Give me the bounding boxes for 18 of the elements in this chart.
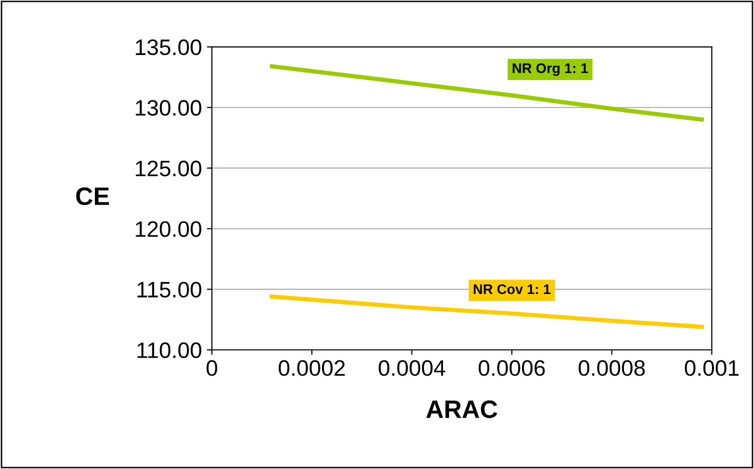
x-tick-label: 0 (206, 360, 218, 376)
y-tick-label: 120.00 (136, 221, 202, 237)
line-series (270, 294, 704, 329)
y-axis-title: CE (76, 187, 109, 206)
x-tick-label: 0.0006 (478, 360, 545, 376)
x-tick-label: 0.001 (684, 360, 738, 376)
y-tick-label: 130.00 (136, 100, 202, 116)
x-tick-label: 0.0008 (578, 360, 645, 376)
line-series (270, 64, 704, 122)
y-tick-label: 135.00 (136, 39, 202, 56)
y-tick-label: 115.00 (138, 282, 202, 298)
series-label: NR Cov 1: 1 (474, 284, 550, 294)
series-label: NR Org 1: 1 (512, 63, 588, 76)
x-axis-title: ARAC (426, 400, 498, 418)
y-tick-label: 110.00 (138, 342, 202, 358)
y-tick-label: 125.00 (136, 160, 202, 176)
x-tick-label: 0.0004 (378, 360, 446, 376)
x-tick-label: 0.0002 (278, 360, 345, 376)
